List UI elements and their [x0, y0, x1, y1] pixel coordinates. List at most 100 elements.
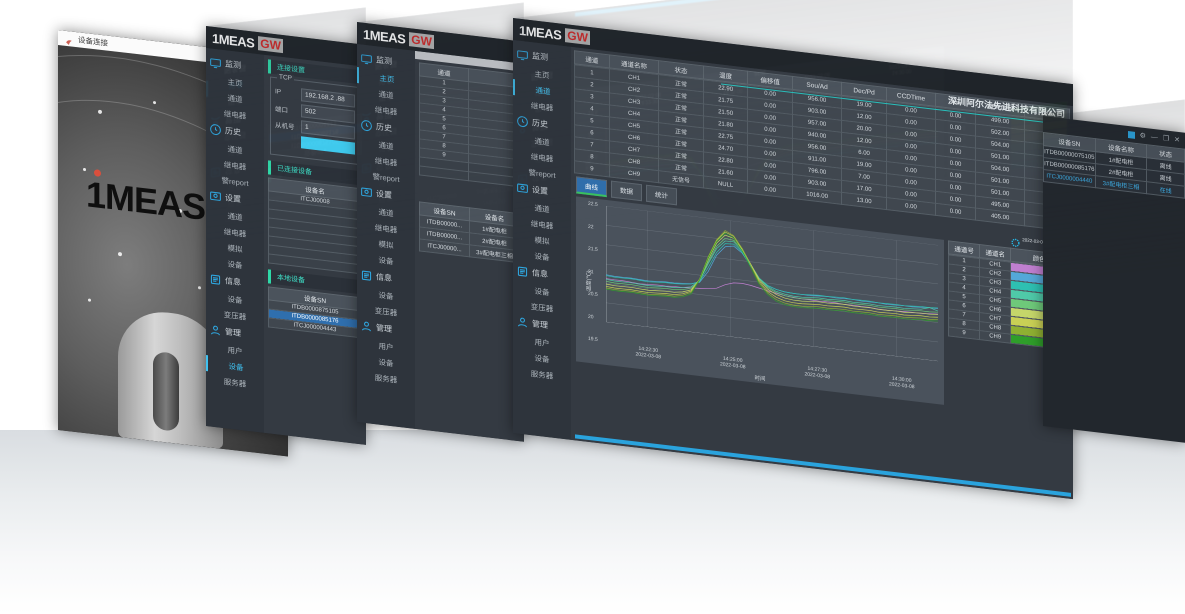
close-icon[interactable]: ✕ — [1174, 136, 1180, 145]
info-icon — [360, 268, 373, 283]
sidebar-item-history[interactable]: 历史 — [513, 111, 571, 137]
chart-xlabel: 时间 — [754, 375, 766, 383]
sidebar-group-label: 设置 — [376, 189, 392, 201]
history-icon — [209, 122, 222, 137]
sidebar-2: 监测 主页 通道 继电器 历史 通道 继电器 警report — [357, 44, 415, 429]
tcp-fieldset: TCP IP 192.168.2 .88 端口 502 从机号 1 — [270, 73, 360, 166]
brand-logo: 1MEAS — [212, 30, 255, 51]
user-icon — [360, 319, 373, 334]
sidebar-group-label: 管理 — [225, 327, 241, 339]
connect-button[interactable] — [301, 136, 355, 155]
brand-logo-sub: GW — [258, 36, 283, 54]
sidebar-item-info[interactable]: 信息 — [206, 269, 264, 295]
ytick: 20.5 — [588, 290, 598, 298]
series-CH4 — [606, 240, 938, 312]
brand-logo-sub: GW — [565, 28, 590, 46]
sidebar-main: 监测 主页 通道 继电器 历史 通道 继电器 警report — [513, 40, 571, 440]
sidebar-group-label: 监测 — [532, 51, 548, 63]
ytick: 22 — [588, 223, 594, 231]
device-status-panel: ⚙ — ❐ ✕ 设备SN 设备名称 状态 ITDB00000075105 1#配… — [1043, 116, 1185, 443]
sidebar-group-label: 信息 — [376, 272, 392, 284]
field-label: IP — [275, 88, 282, 96]
ytick: 20 — [588, 313, 594, 321]
status-bar — [575, 0, 1071, 17]
monitor-icon — [360, 51, 373, 66]
settings-icon — [360, 185, 373, 200]
field-label: 端口 — [275, 105, 288, 115]
sidebar-item-history[interactable]: 历史 — [206, 119, 264, 145]
sidebar-group-label: 监测 — [225, 59, 241, 71]
channel-window: 1MEAS GW 监测 主页 通道 继电器 历史 — [357, 22, 524, 442]
brand-logo-sub: GW — [409, 32, 434, 50]
sidebar-item-info[interactable]: 信息 — [513, 261, 571, 287]
info-icon — [516, 264, 529, 279]
series-CH6 — [606, 234, 938, 315]
field-label: 从机号 — [275, 121, 295, 131]
sidebar-group-label: 管理 — [532, 319, 548, 331]
maximize-blue-icon[interactable] — [1127, 130, 1135, 139]
ytick: 19.5 — [588, 335, 598, 343]
user-icon — [516, 315, 529, 330]
sidebar-group-label: 历史 — [376, 122, 392, 134]
launcher-window: 设备连接 1MEAS — [58, 30, 288, 457]
series-CH9 — [606, 232, 938, 322]
sidebar-group-label: 监测 — [376, 55, 392, 67]
brand-logo: 1MEAS — [363, 26, 406, 47]
sidebar-item-settings[interactable]: 设置 — [357, 182, 415, 208]
tab-curve[interactable]: 曲线 — [576, 176, 607, 198]
settings-icon — [209, 189, 222, 204]
settings-icon — [516, 181, 529, 196]
info-icon — [209, 272, 222, 287]
chart-toolbar: 2022-03-08 14:30:23 — [1011, 234, 1064, 249]
sidebar-item-info[interactable]: 信息 — [357, 265, 415, 291]
monitor-icon — [209, 55, 222, 70]
user-icon — [209, 323, 222, 338]
sidebar-group-label: 历史 — [532, 118, 548, 130]
history-icon — [516, 114, 529, 129]
ytick: 22.5 — [588, 200, 598, 208]
series-CH2 — [606, 245, 938, 310]
launcher-titlebar: 设备连接 — [58, 30, 288, 73]
ytick: 21.5 — [588, 245, 598, 253]
window1-content: 连接设置 TCP IP 192.168.2 .88 端口 502 从机号 1 — [264, 54, 366, 445]
sidebar-group-label: 信息 — [225, 276, 241, 288]
restore-icon[interactable]: ❐ — [1162, 135, 1170, 143]
connection-window: 1MEAS GW 监测 主页 通道 继电器 历史 — [206, 26, 366, 445]
series-CH8 — [606, 230, 938, 320]
sidebar-item-settings[interactable]: 设置 — [513, 178, 571, 204]
tab-stats[interactable]: 统计 — [646, 184, 677, 206]
sidebar-item-management[interactable]: 管理 — [513, 312, 571, 338]
brand-logo: 1MEAS — [519, 22, 562, 43]
series-CH5 — [606, 237, 938, 313]
sidebar-group-label: 信息 — [532, 268, 548, 280]
tab-data[interactable]: 数据 — [611, 180, 642, 202]
series-CH3 — [606, 243, 938, 309]
window2-content: 通道 1 2 3 4 5 6 7 8 9 — [415, 50, 524, 442]
sidebar-item-monitor[interactable]: 监测 — [206, 52, 264, 78]
device-list-table: 设备SN 设备名 ITDB00000... 1#配电柜 ITDB00000...… — [419, 201, 520, 263]
gear-icon[interactable] — [1011, 234, 1020, 247]
sidebar-item-history[interactable]: 历史 — [357, 115, 415, 141]
sidebar-group-label: 设置 — [532, 185, 548, 197]
sidebar-item-management[interactable]: 管理 — [357, 316, 415, 342]
sidebar-item-monitor[interactable]: 监测 — [513, 44, 571, 70]
sidebar-item-management[interactable]: 管理 — [206, 320, 264, 346]
monitor-icon — [516, 47, 529, 62]
sidebar-item-monitor[interactable]: 监测 — [357, 48, 415, 74]
minimize-icon[interactable]: — — [1150, 133, 1158, 142]
main-window: 1MEAS GW 监测 主页 通道 继电器 历史 — [513, 18, 1073, 500]
sidebar-item-settings[interactable]: 设置 — [206, 186, 264, 212]
sidebar-1: 监测 主页 通道 继电器 历史 通道 继电器 警report — [206, 48, 264, 433]
tcp-legend: TCP — [277, 73, 294, 83]
sidebar-group-label: 管理 — [376, 323, 392, 335]
gear-icon[interactable]: ⚙ — [1139, 132, 1146, 141]
connected-device-table: 设备名 ITCJ00008 — [268, 177, 362, 274]
